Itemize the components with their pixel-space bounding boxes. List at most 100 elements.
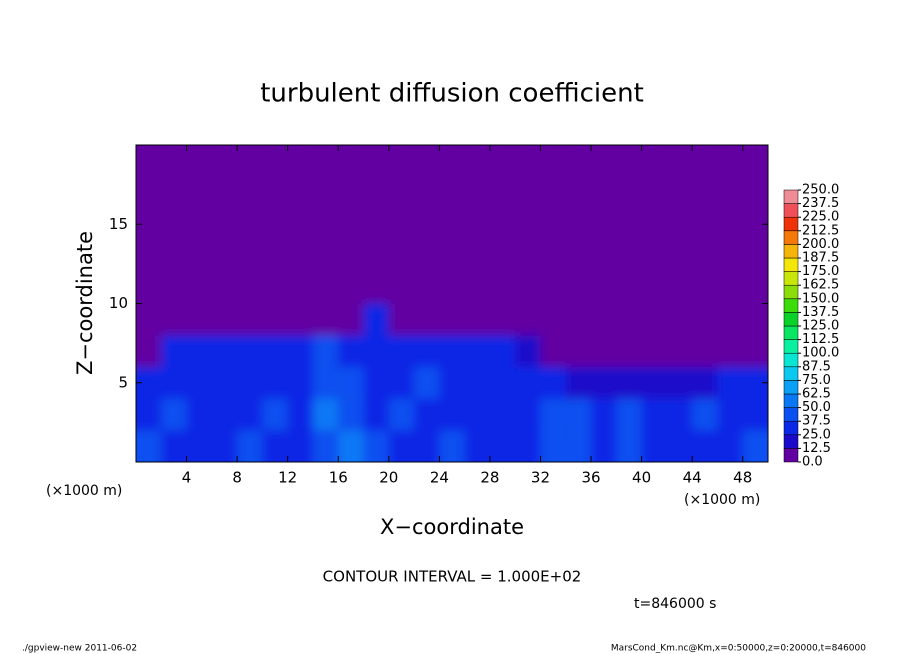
- cell: [742, 335, 768, 367]
- cell: [388, 176, 415, 209]
- cell: [540, 240, 566, 272]
- colorbar-swatch: [783, 244, 799, 259]
- cell: [363, 271, 389, 304]
- cell: [388, 335, 415, 367]
- cell: [363, 208, 389, 241]
- cell: [338, 176, 364, 209]
- cell: [565, 208, 592, 241]
- colorbar-label: 200.0: [802, 237, 839, 252]
- cell: [540, 430, 566, 462]
- x-tick-label: 16: [329, 469, 348, 487]
- cell: [161, 430, 187, 462]
- cell: [287, 145, 313, 177]
- cell: [717, 430, 743, 462]
- cell: [388, 145, 415, 177]
- cell: [338, 366, 364, 399]
- cell: [363, 430, 389, 462]
- cell: [439, 271, 465, 304]
- cell: [489, 271, 516, 304]
- colorbar-label: 250.0: [802, 183, 839, 198]
- cell: [666, 303, 693, 336]
- colorbar-swatch: [783, 366, 799, 381]
- colorbar-swatch: [783, 352, 799, 368]
- cell: [363, 398, 389, 431]
- cell: [591, 208, 617, 241]
- cell: [489, 335, 516, 367]
- cell: [742, 271, 768, 304]
- cell: [616, 335, 642, 367]
- cell: [591, 176, 617, 209]
- x-tick-label: 12: [278, 469, 297, 487]
- x-tick-label: 24: [430, 469, 449, 487]
- cell: [312, 398, 339, 431]
- cell: [363, 176, 389, 209]
- cell: [414, 398, 440, 431]
- cell: [186, 335, 212, 367]
- colorbar-label: 25.0: [802, 427, 831, 442]
- cell: [540, 335, 566, 367]
- cell: [464, 398, 490, 431]
- cell: [641, 366, 667, 399]
- cell: [641, 145, 667, 177]
- cell: [312, 303, 339, 336]
- cell: [414, 430, 440, 462]
- cell: [666, 240, 693, 272]
- footer-left: ./gpview-new 2011-06-02: [22, 644, 137, 654]
- cell: [616, 208, 642, 241]
- cell: [742, 240, 768, 272]
- colorbar-label: 12.5: [802, 441, 831, 456]
- cell: [363, 335, 389, 367]
- x-axis-label: X−coordinate: [380, 515, 524, 539]
- cell: [388, 398, 415, 431]
- cell: [717, 208, 743, 241]
- x-unit: (×1000 m): [46, 483, 122, 499]
- cell: [464, 176, 490, 209]
- cell: [515, 430, 541, 462]
- colorbar-label: 225.0: [802, 210, 839, 225]
- cell: [489, 208, 516, 241]
- cell: [515, 366, 541, 399]
- cell: [489, 430, 516, 462]
- cell: [161, 303, 187, 336]
- colorbar-swatch: [783, 203, 799, 218]
- cell: [136, 303, 162, 336]
- cells: [136, 145, 768, 462]
- cell: [591, 335, 617, 367]
- cell: [464, 430, 490, 462]
- colorbar-label: 162.5: [802, 278, 839, 293]
- cell: [161, 176, 187, 209]
- cell: [262, 240, 288, 272]
- cell: [161, 208, 187, 241]
- cell: [211, 335, 238, 367]
- cell: [338, 145, 364, 177]
- x-tick-label: 20: [379, 469, 398, 487]
- contour-interval: CONTOUR INTERVAL = 1.000E+02: [323, 568, 582, 586]
- cell: [692, 398, 718, 431]
- cell: [666, 145, 693, 177]
- cell: [211, 303, 238, 336]
- cell: [641, 335, 667, 367]
- colorbar-swatch: [783, 189, 799, 204]
- colorbar-label: 62.5: [802, 387, 831, 402]
- cell: [287, 176, 313, 209]
- cell: [641, 176, 667, 209]
- cell: [515, 240, 541, 272]
- colorbar-label: 87.5: [802, 359, 831, 374]
- cell: [287, 398, 313, 431]
- cell: [136, 145, 162, 177]
- cell: [312, 335, 339, 367]
- cell: [414, 366, 440, 399]
- cell: [666, 208, 693, 241]
- cell: [161, 145, 187, 177]
- cell: [262, 398, 288, 431]
- cell: [388, 240, 415, 272]
- cell: [338, 335, 364, 367]
- x-tick-label: 28: [480, 469, 499, 487]
- cell: [312, 145, 339, 177]
- cell: [616, 366, 642, 399]
- cell: [186, 303, 212, 336]
- cell: [287, 303, 313, 336]
- cell: [262, 176, 288, 209]
- cell: [515, 145, 541, 177]
